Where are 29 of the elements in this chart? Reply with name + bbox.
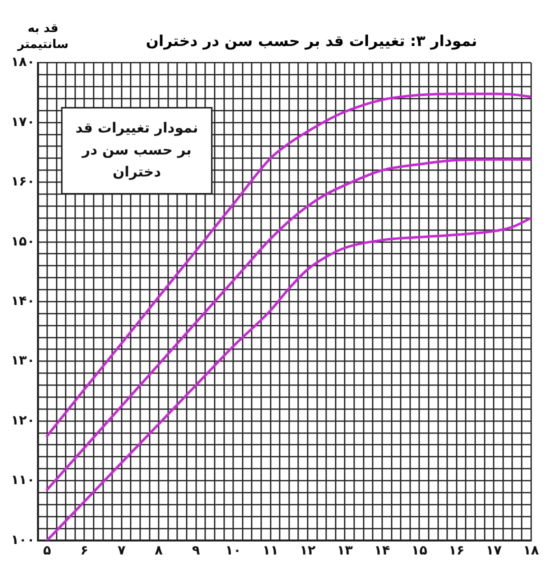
x-tick-label: ۱۷ <box>486 544 502 559</box>
y-tick-label: ۱۵۰ <box>10 234 35 250</box>
y-tick-label: ۱۲۰ <box>10 413 35 428</box>
y-tick-label: ۱۳۰ <box>10 354 35 369</box>
x-tick-label: ۱۶ <box>448 544 464 559</box>
y-tick-label: ۱۸۰ <box>10 55 35 70</box>
y-tick-label: ۱۴۰ <box>10 294 35 309</box>
x-tick-label: ۱۸ <box>523 544 539 559</box>
chart-title: نمودار ۳: تغییرات قد بر حسب سن در دختران <box>144 32 478 52</box>
x-tick-label: ۱۴ <box>374 544 390 559</box>
x-tick-label: ۶ <box>80 544 88 559</box>
y-tick-label: ۱۰۰ <box>10 532 35 548</box>
annotation: نمودار تغییرات قد بر حسب سن در دختران <box>75 120 198 180</box>
x-tick-label: ۸ <box>154 544 163 559</box>
y-tick-label: ۱۱۰ <box>10 473 35 488</box>
x-tick-label: ۱۲ <box>300 544 316 559</box>
line-series <box>46 92 531 438</box>
x-tick-label: ۱۱ <box>262 544 278 559</box>
x-tick-label: ۹ <box>192 544 200 559</box>
x-tick-label: ۱۰ <box>225 544 242 559</box>
line-series <box>46 216 531 540</box>
y-tick-label: ۱۷۰ <box>10 114 35 130</box>
y-tick-label: ۱۶۰ <box>10 174 35 190</box>
line-series <box>46 158 531 491</box>
x-tick-label: ۱۳ <box>336 544 353 559</box>
x-tick-label: ۱۵ <box>411 544 428 559</box>
x-tick-label: ۵ <box>43 544 52 559</box>
x-tick-label: ۷ <box>118 544 126 559</box>
y-axis-title: قد به سانتیمتر <box>16 20 70 52</box>
